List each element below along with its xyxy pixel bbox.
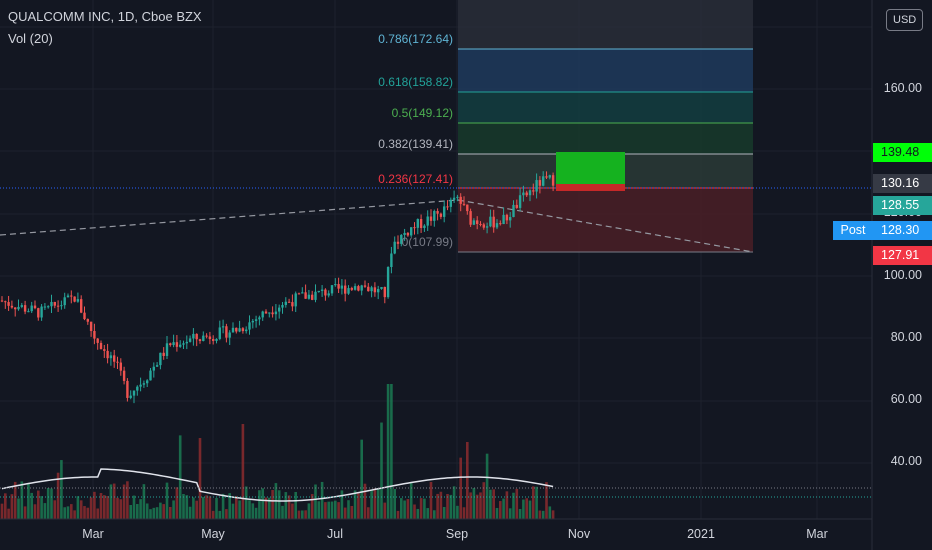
fib-level-label: 0.236(127.41) [378, 172, 453, 186]
y-axis-tick: 40.00 [890, 454, 922, 469]
last-price-badge: 130.16 [873, 174, 932, 193]
close-price-badge: 128.55 [873, 196, 932, 215]
x-axis-tick: May [201, 527, 225, 541]
y-axis-tick: 80.00 [890, 329, 922, 344]
target-price-badge: 139.48 [873, 143, 932, 162]
y-axis-tick: 100.00 [883, 267, 922, 282]
fib-level-label: 0.382(139.41) [378, 137, 453, 151]
x-axis-tick: Sep [445, 527, 469, 541]
x-axis-tick: Mar [806, 527, 828, 541]
fib-level-label: 0(107.99) [401, 235, 453, 249]
x-axis-tick: Nov [567, 527, 591, 541]
post-market-price-badge: 128.30 [873, 221, 932, 240]
fib-level-label: 0.786(172.64) [378, 32, 453, 46]
fib-level-label: 0.618(158.82) [378, 75, 453, 89]
x-axis-tick: Jul [327, 527, 343, 541]
y-axis-tick: 160.00 [883, 81, 922, 95]
x-axis-tick: Mar [82, 527, 104, 541]
y-axis-tick: 60.00 [890, 392, 922, 406]
chart-title: QUALCOMM INC, 1D, Cboe BZX [8, 9, 202, 24]
post-market-label: Post [833, 221, 873, 240]
stop-price-badge: 127.91 [873, 246, 932, 265]
volume-indicator-label[interactable]: Vol (20) [8, 31, 53, 46]
fib-level-label: 0.5(149.12) [391, 106, 453, 120]
x-axis-tick: 2021 [687, 527, 715, 541]
currency-button[interactable]: USD [886, 9, 924, 31]
